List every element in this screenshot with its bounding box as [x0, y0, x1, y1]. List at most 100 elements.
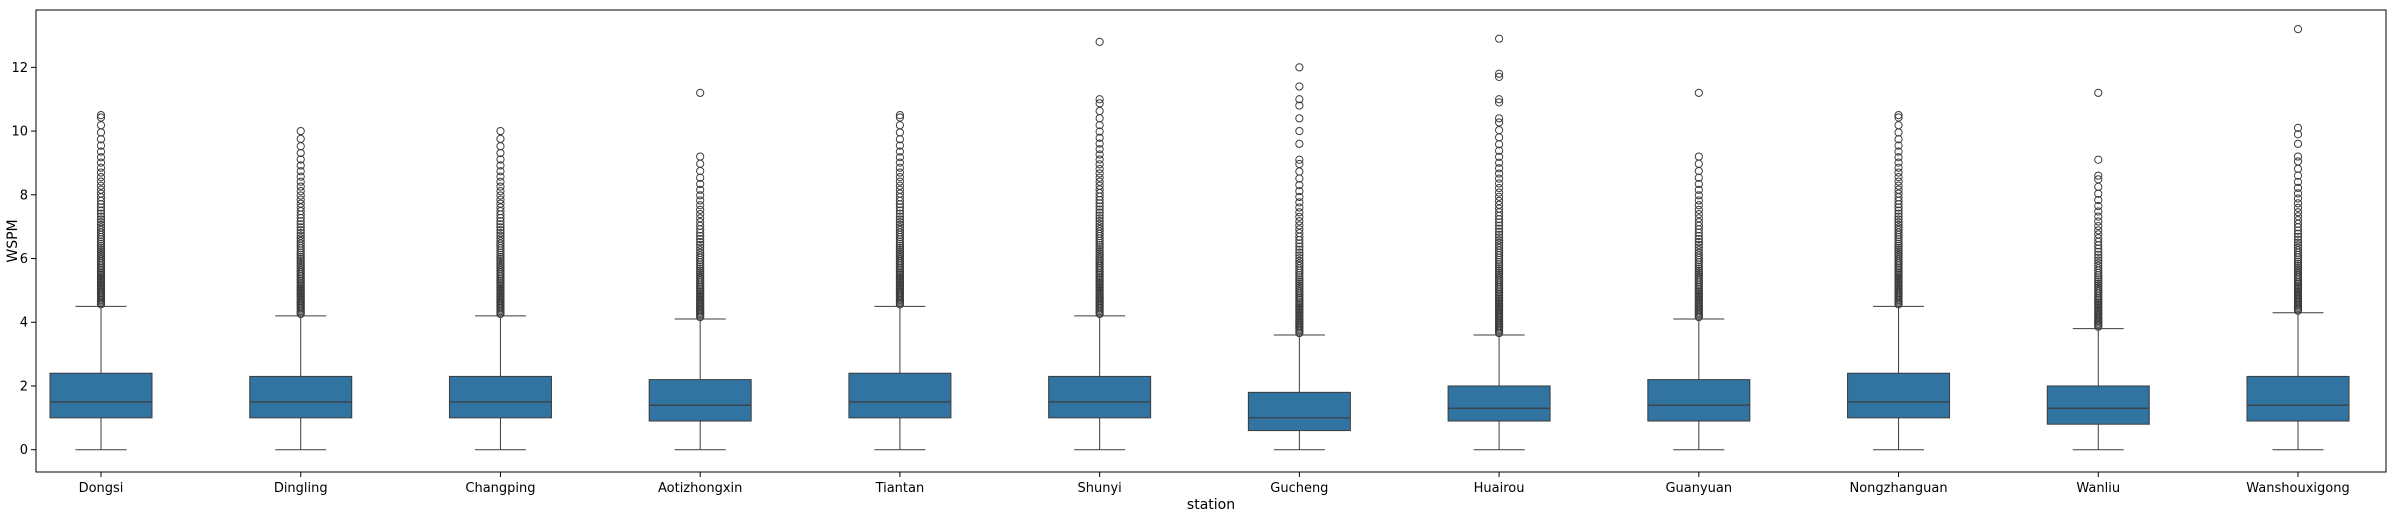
outlier-point [2094, 247, 2103, 256]
outlier-point [1694, 166, 1703, 176]
outlier-point [2293, 238, 2303, 247]
outlier-point [496, 258, 505, 268]
outlier-point [895, 185, 905, 194]
box-iqr [2246, 375, 2350, 422]
outlier-point [2094, 175, 2103, 184]
outlier-point [96, 153, 106, 162]
axes-frame [35, 9, 2387, 473]
box-iqr [1247, 391, 1351, 432]
outlier-point [1095, 219, 1104, 228]
outlier-point [496, 134, 505, 143]
x-tick-label-wanshouxigong: Wanshouxigong [2246, 481, 2349, 496]
box-iqr [1447, 385, 1551, 422]
outlier-point [1295, 221, 1304, 230]
outlier-point [496, 254, 505, 264]
outlier-point [2293, 25, 2303, 34]
outlier-point [496, 234, 505, 243]
outlier-point [96, 203, 106, 212]
outlier-point [296, 217, 305, 226]
outlier-point [1494, 196, 1504, 205]
outlier-point [2293, 177, 2303, 187]
outlier-point [2094, 212, 2103, 221]
outlier-point [2293, 232, 2303, 241]
outlier-point [1894, 141, 1903, 150]
outlier-point [1095, 217, 1104, 226]
outlier-point [1095, 150, 1104, 159]
outlier-point [1694, 246, 1703, 255]
x-tick-label-aotizhongxin: Aotizhongxin [658, 481, 742, 496]
outlier-point [696, 88, 705, 97]
outlier-point [1095, 205, 1104, 214]
outlier-point [1894, 245, 1903, 255]
outlier-point [96, 243, 106, 253]
outlier-point [96, 141, 106, 150]
outlier-point [1694, 205, 1703, 214]
outlier-point [96, 220, 106, 229]
outlier-point [96, 209, 106, 218]
outlier-point [1295, 275, 1304, 284]
outlier-point [2293, 259, 2303, 268]
outlier-point [1694, 214, 1703, 223]
outlier-point [96, 189, 106, 198]
outlier-point [1095, 139, 1104, 148]
outlier-point [895, 141, 905, 150]
outlier-point [496, 142, 505, 151]
outlier-point [895, 111, 905, 120]
outlier-point [1894, 223, 1903, 232]
outlier-point [2094, 171, 2103, 180]
outlier-point [895, 121, 905, 130]
outlier-point [696, 218, 705, 227]
outlier-point [496, 155, 505, 164]
x-tick-label-shunyi: Shunyi [1077, 481, 1121, 496]
box-iqr [648, 379, 752, 422]
outlier-point [895, 163, 905, 172]
outlier-point [496, 177, 505, 186]
outlier-point [2094, 261, 2103, 270]
outlier-point [1295, 212, 1304, 222]
box-iqr [49, 372, 153, 419]
outlier-point [696, 237, 705, 247]
outlier-point [1295, 180, 1304, 190]
x-tick-label-dongsi: Dongsi [79, 481, 124, 496]
outlier-point [96, 206, 106, 215]
outlier-point [1095, 208, 1104, 217]
outlier-point [1494, 98, 1504, 107]
outlier-point [2293, 246, 2303, 255]
outlier-point [696, 243, 705, 252]
box-group-nongzhanguan [1847, 111, 1951, 451]
outlier-point [1295, 261, 1304, 271]
outlier-point [2293, 263, 2303, 272]
outlier-point [1694, 266, 1703, 275]
outlier-point [1095, 211, 1104, 220]
outlier-point [96, 113, 106, 122]
outlier-point [1494, 260, 1504, 269]
outlier-point [1694, 243, 1703, 252]
outlier-point [1095, 106, 1104, 116]
outlier-point [2293, 139, 2303, 148]
outlier-point [1295, 279, 1304, 288]
outlier-point [2293, 229, 2303, 238]
x-tick-label-changping: Changping [465, 481, 535, 496]
outlier-point [1295, 155, 1304, 164]
outlier-point [296, 228, 305, 238]
outlier-point [496, 217, 505, 226]
outlier-point [96, 147, 106, 156]
outlier-point [1494, 179, 1504, 188]
outlier-point [1494, 184, 1504, 193]
outlier-point [1894, 220, 1903, 229]
outlier-point [1095, 240, 1104, 250]
outlier-point [296, 167, 305, 176]
outlier-point [1694, 159, 1703, 168]
outlier-point [1095, 249, 1104, 258]
outlier-point [1494, 169, 1504, 178]
box-group-gucheng [1247, 63, 1351, 451]
outlier-point [1494, 221, 1504, 230]
outlier-point [1694, 196, 1703, 205]
outlier-point [1295, 101, 1304, 110]
outlier-point [1494, 227, 1504, 236]
outlier-point [1295, 273, 1304, 282]
outlier-point [296, 155, 305, 164]
outlier-point [496, 226, 505, 235]
outlier-point [1095, 37, 1104, 46]
outlier-point [1095, 243, 1104, 252]
